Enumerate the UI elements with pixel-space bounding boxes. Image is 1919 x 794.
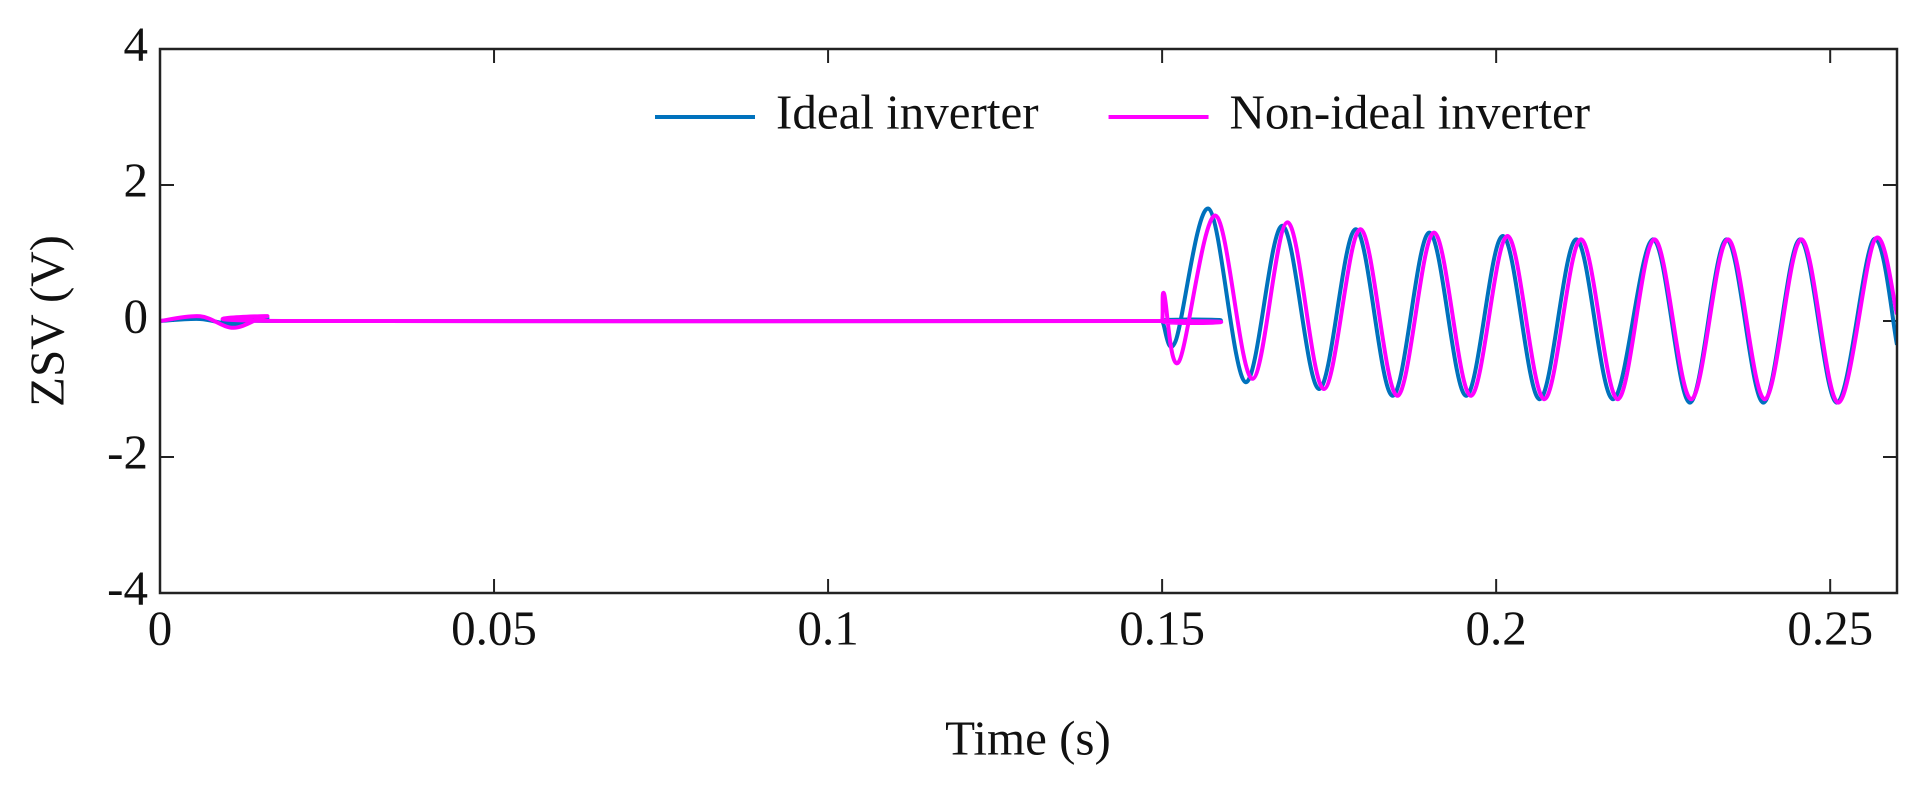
- plot-frame: [158, 47, 1899, 595]
- y-tick-label: 4: [124, 16, 149, 71]
- y-tick-label: -2: [107, 424, 148, 479]
- x-tick-label: 0.2: [1466, 600, 1527, 655]
- y-axis-label: ZSV (V): [19, 235, 74, 407]
- x-axis-label: Time (s): [945, 710, 1111, 765]
- x-tick-label: 0: [148, 600, 173, 655]
- y-tick-label: 0: [124, 288, 149, 343]
- data-line: [160, 213, 1897, 405]
- x-tick-label: 0.1: [797, 600, 858, 655]
- x-tick-label: 0.05: [451, 600, 537, 655]
- legend-label: Ideal inverter: [776, 84, 1039, 139]
- legend-label: Non-ideal inverter: [1230, 84, 1591, 139]
- x-tick-label: 0.25: [1787, 600, 1873, 655]
- y-tick-label: -4: [107, 560, 148, 615]
- x-tick-label: 0.15: [1119, 600, 1205, 655]
- y-tick-label: 2: [124, 152, 149, 207]
